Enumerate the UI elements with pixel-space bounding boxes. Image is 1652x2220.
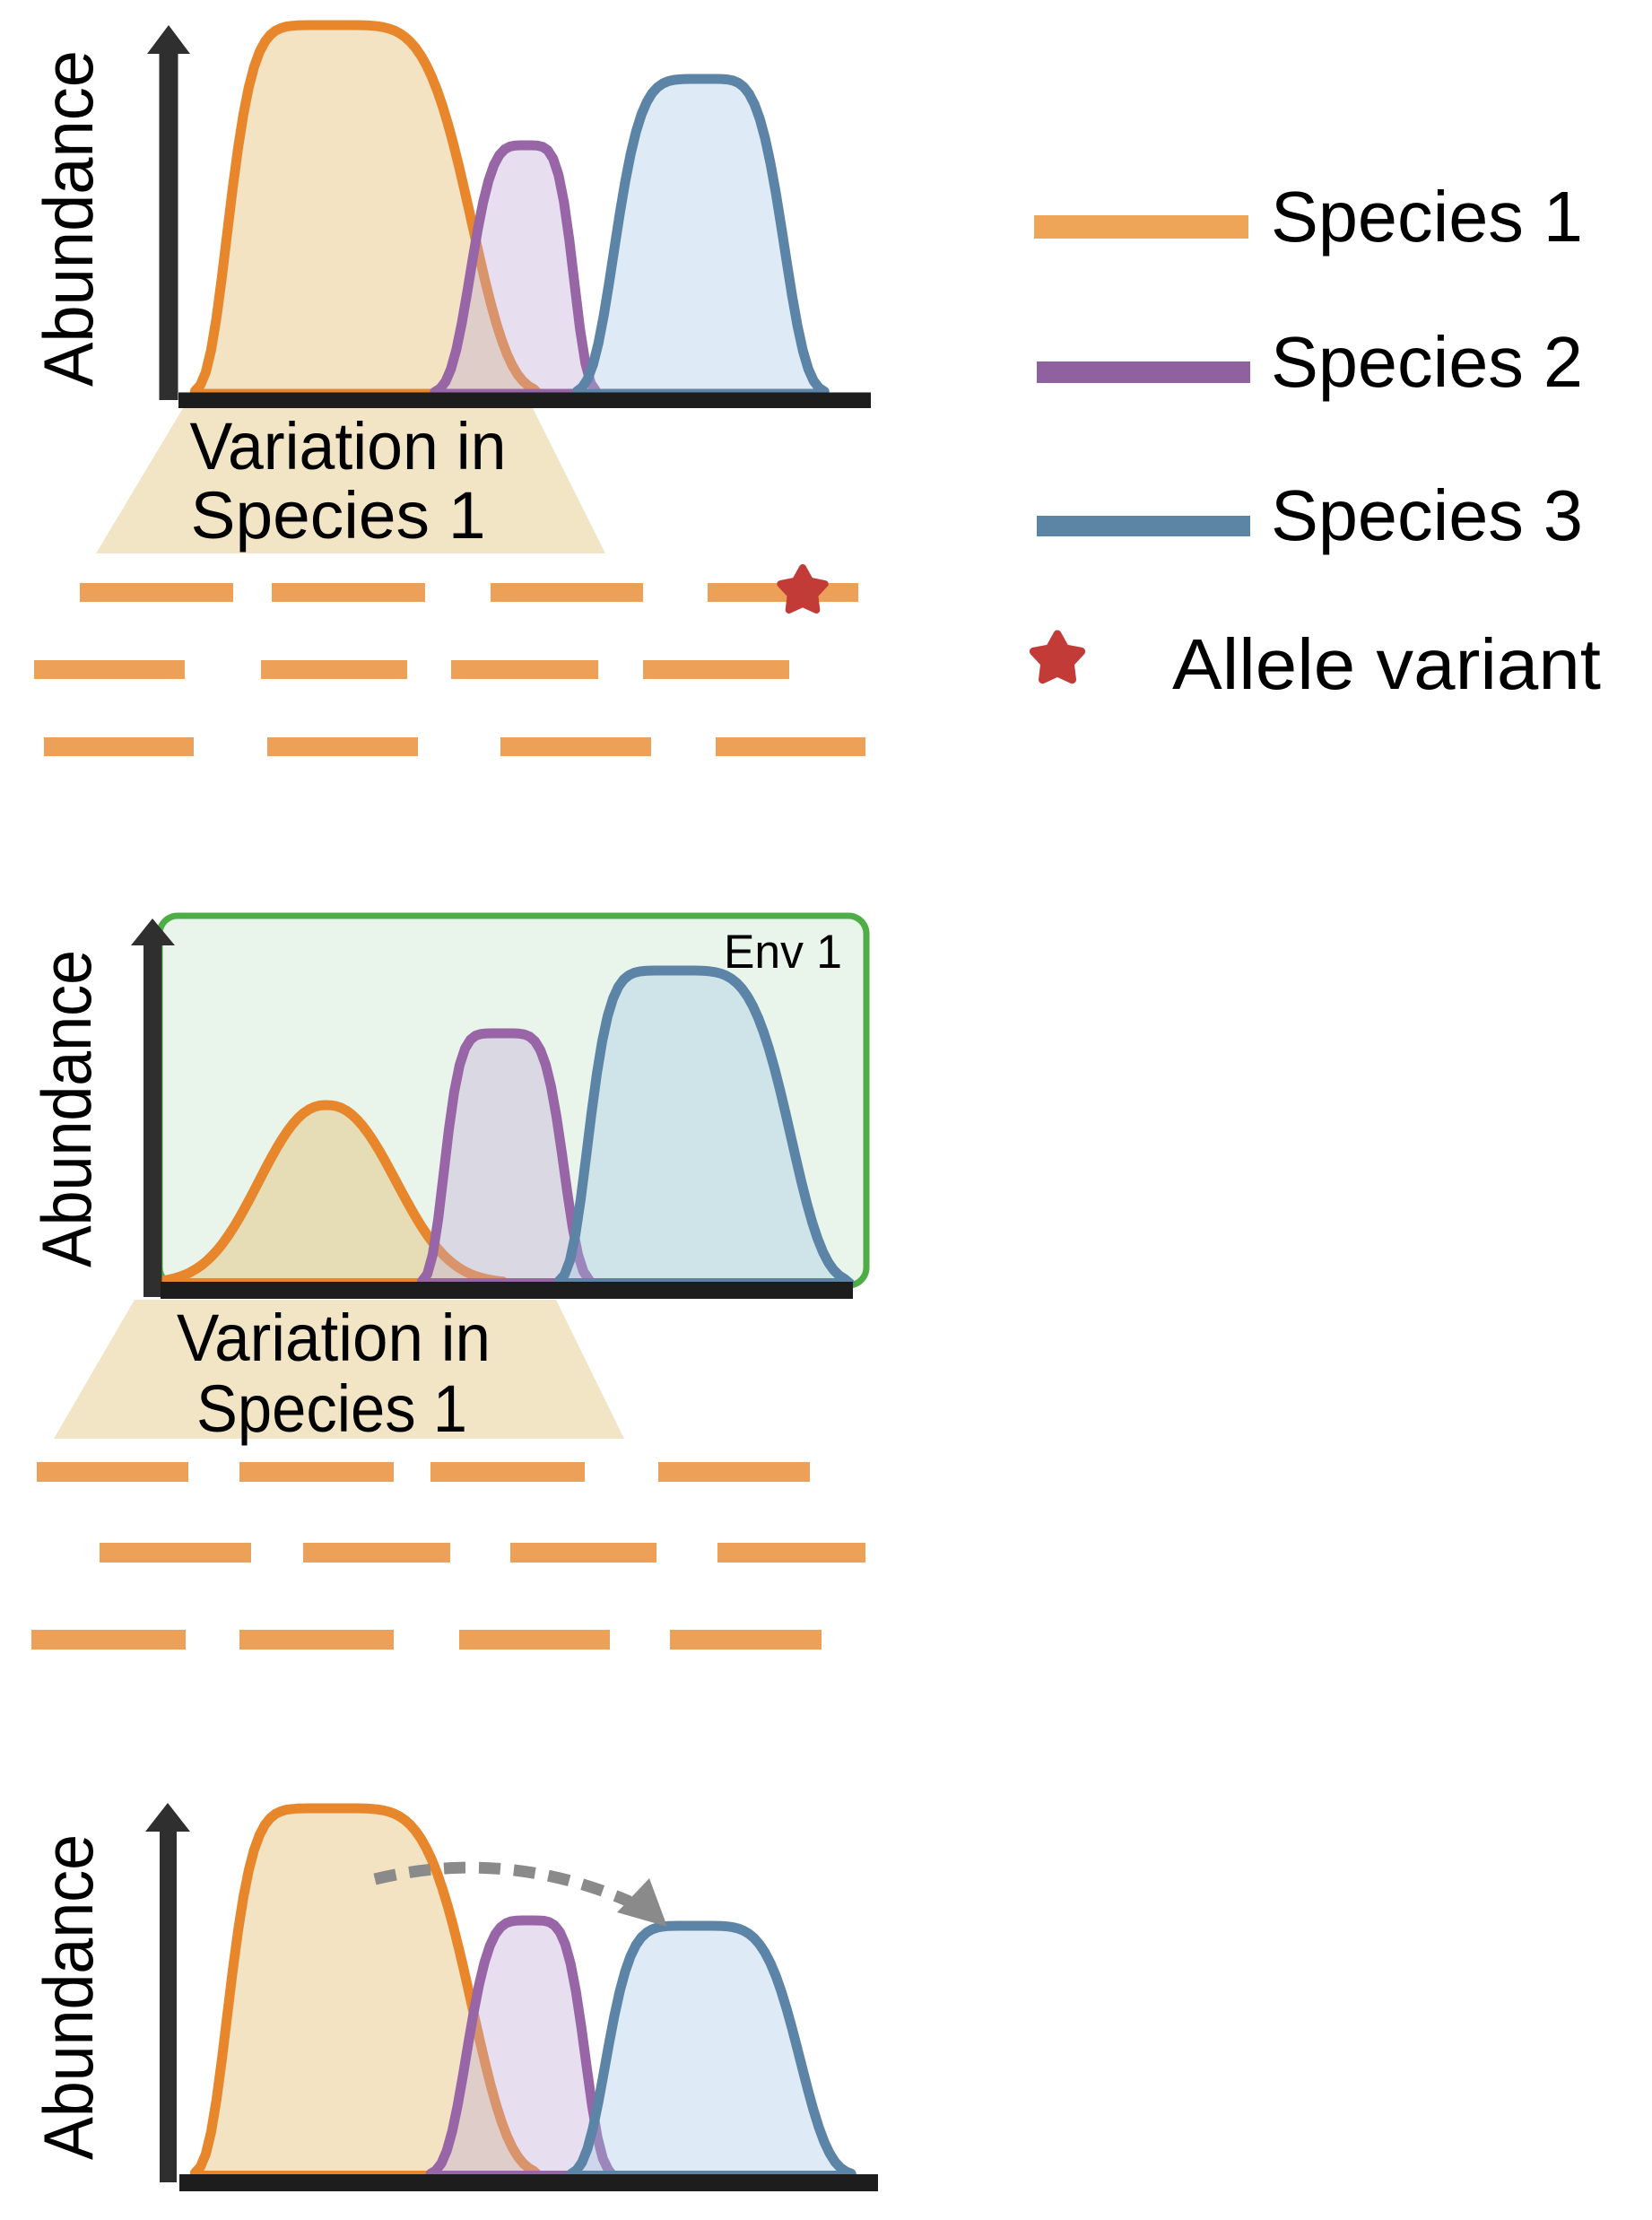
svg-text:Abundance: Abundance: [27, 950, 106, 1267]
svg-text:Allele variant: Allele variant: [1172, 624, 1601, 704]
svg-text:Variation in: Variation in: [190, 409, 507, 483]
svg-text:Species 1: Species 1: [191, 478, 486, 553]
svg-text:Abundance: Abundance: [29, 1834, 108, 2160]
svg-text:Variation in: Variation in: [177, 1301, 491, 1375]
svg-text:Species 2: Species 2: [1271, 322, 1583, 402]
svg-text:Species 1: Species 1: [1271, 177, 1583, 257]
svg-text:Env 1: Env 1: [724, 926, 842, 979]
svg-text:Species 3: Species 3: [1271, 475, 1583, 555]
svg-text:Abundance: Abundance: [29, 50, 108, 387]
svg-text:Species 1: Species 1: [196, 1371, 467, 1446]
